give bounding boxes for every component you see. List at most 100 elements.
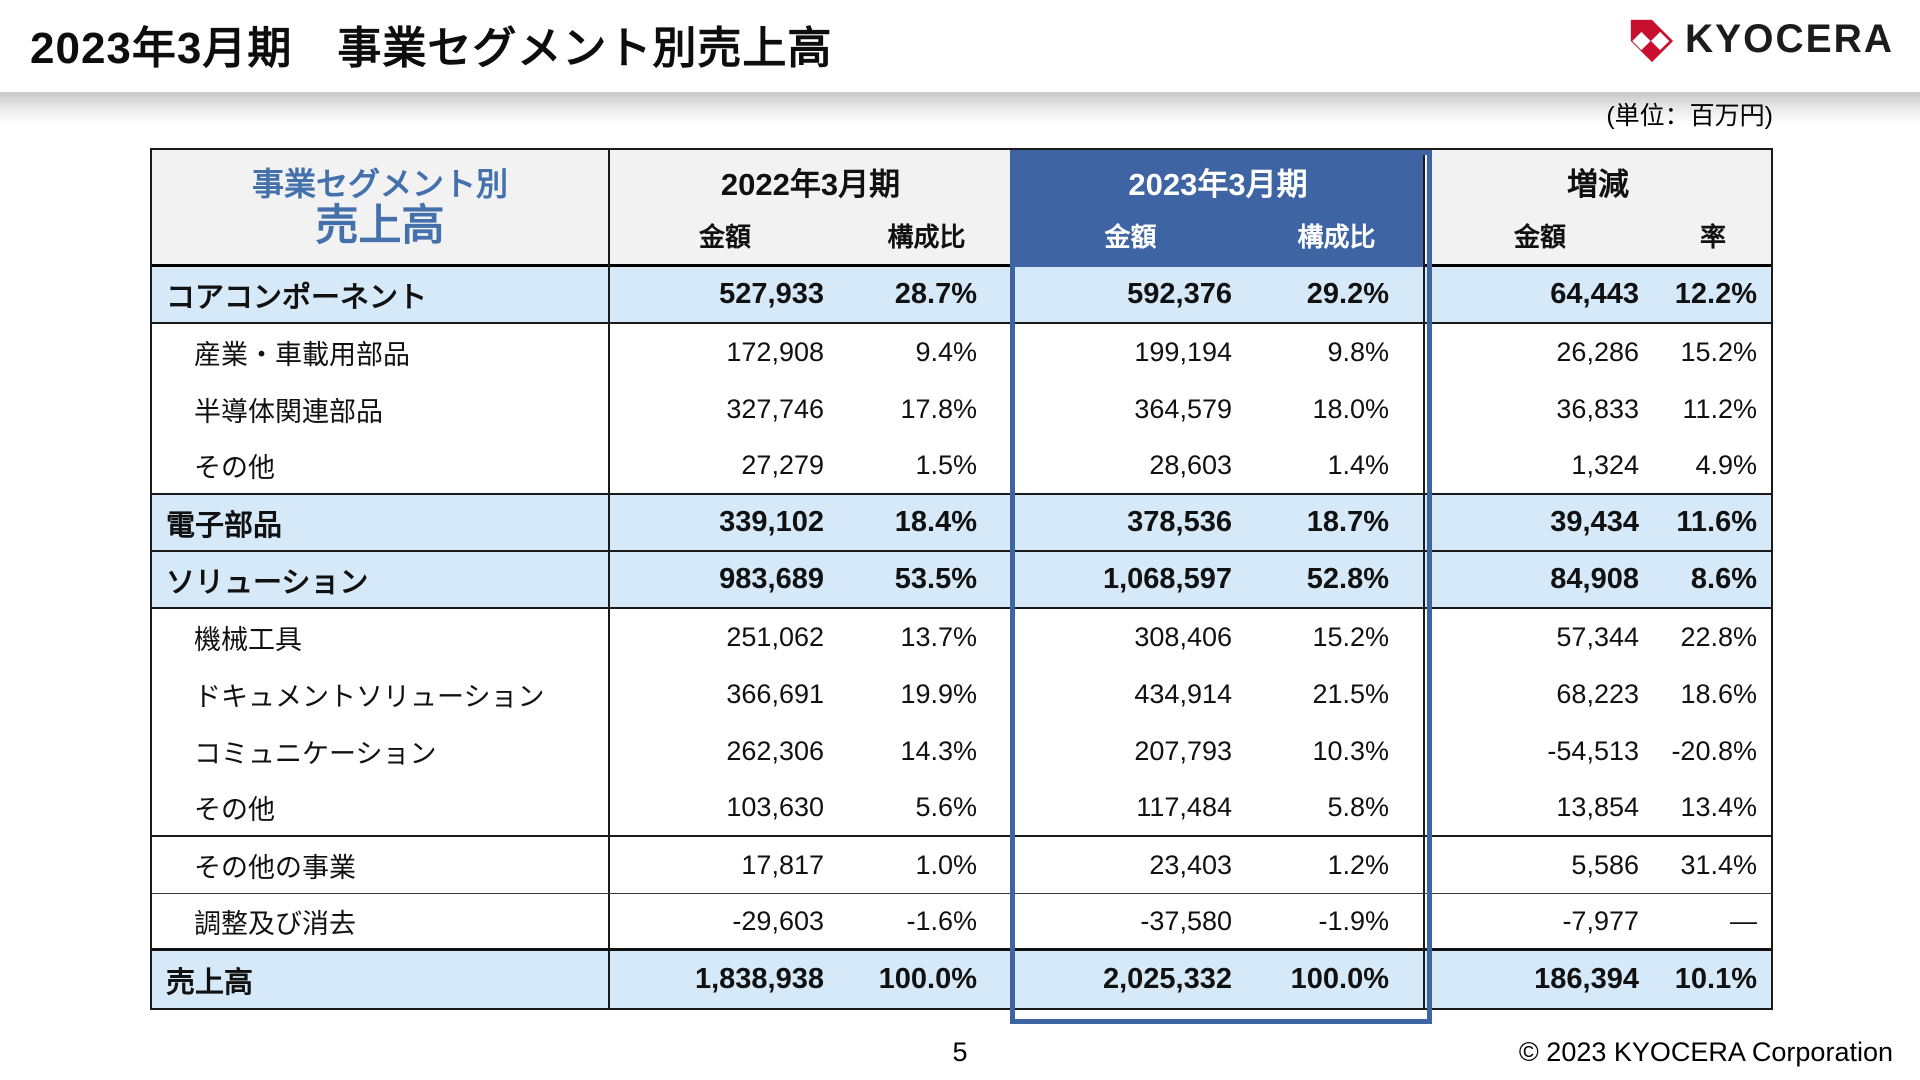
column-group-change: 増減 金額 率 xyxy=(1425,150,1771,267)
fy2022-group-label: 2022年3月期 xyxy=(720,166,901,202)
fy2023-amount-cell: 364,579 xyxy=(1134,394,1232,424)
fy2023-amount-cell: 2,025,332 xyxy=(1102,963,1232,995)
change-amount-cell: 5,586 xyxy=(1571,849,1639,880)
fy2023-ratio-cell: 1.2% xyxy=(1248,837,1425,893)
change-amount-cell: 1,324 xyxy=(1571,450,1639,480)
change-rate-cell: 22.8% xyxy=(1680,622,1757,652)
table-row: 機械工具 251,062 13.7% 308,406 15.2% 57,344 … xyxy=(152,609,1771,666)
fy2023-group-label: 2023年3月期 xyxy=(1128,166,1308,202)
fy2022-amount-cell: 366,691 xyxy=(726,679,824,709)
table-row: コミュニケーション 262,306 14.3% 207,793 10.3% -5… xyxy=(152,723,1771,780)
change-amount-cell: -54,513 xyxy=(1547,736,1639,766)
fy2023-ratio-cell: -1.9% xyxy=(1248,894,1425,948)
change-amount-cell: 84,908 xyxy=(1550,563,1639,595)
fy2023-ratio-cell: 100.0% xyxy=(1248,951,1425,1008)
fy2023-amount-cell: 23,403 xyxy=(1149,849,1232,880)
corner-header: 事業セグメント別 売上高 xyxy=(152,150,610,267)
change-amount-cell: 68,223 xyxy=(1556,679,1639,709)
fy2023-ratio-cell: 15.2% xyxy=(1248,609,1425,666)
table-header: 事業セグメント別 売上高 2022年3月期 金額 構成比 2023年3月期 金額… xyxy=(152,150,1771,267)
fy2022-ratio-cell: 28.7% xyxy=(840,267,1013,322)
fy2023-ratio-cell: 5.8% xyxy=(1248,780,1425,835)
fy2022-amount-cell: 1,838,938 xyxy=(694,963,824,995)
change-amount-cell: 13,854 xyxy=(1556,792,1639,822)
fy2022-amount-cell: 262,306 xyxy=(726,736,824,766)
change-amount-cell: 36,833 xyxy=(1556,394,1639,424)
kyocera-mark-icon xyxy=(1630,19,1674,63)
row-label: 産業・車載用部品 xyxy=(152,324,610,381)
fy2022-amount-cell: 339,102 xyxy=(719,506,824,538)
change-amount-cell: 64,443 xyxy=(1550,278,1639,310)
change-rate-cell: -20.8% xyxy=(1671,736,1757,766)
table-row: 産業・車載用部品 172,908 9.4% 199,194 9.8% 26,28… xyxy=(152,324,1771,381)
fy2022-ratio-cell: -1.6% xyxy=(840,894,1013,948)
fy2022-ratio-cell: 1.0% xyxy=(840,837,1013,893)
change-amount-cell: -7,977 xyxy=(1562,905,1639,936)
column-group-fy2023: 2023年3月期 金額 構成比 xyxy=(1013,150,1425,267)
fy2022-amount-cell: 327,746 xyxy=(726,394,824,424)
change-rate-cell: 18.6% xyxy=(1680,679,1757,709)
change-rate-cell: 31.4% xyxy=(1680,849,1757,880)
fy2023-amount-cell: 207,793 xyxy=(1134,736,1232,766)
change-amount-header: 金額 xyxy=(1513,222,1566,252)
row-label: コアコンポーネント xyxy=(152,267,610,322)
change-amount-cell: 57,344 xyxy=(1556,622,1639,652)
change-rate-cell: 11.6% xyxy=(1676,506,1757,538)
kyocera-wordmark: KYOCERA xyxy=(1684,17,1894,62)
table-row: コアコンポーネント 527,933 28.7% 592,376 29.2% 64… xyxy=(152,267,1771,324)
fy2023-amount-cell: 199,194 xyxy=(1134,337,1232,367)
row-label: その他 xyxy=(152,780,610,835)
fy2022-ratio-cell: 14.3% xyxy=(840,723,1013,780)
fy2023-amount-cell: 308,406 xyxy=(1134,622,1232,652)
fy2022-amount-cell: -29,603 xyxy=(732,905,824,936)
kyocera-logo: KYOCERA xyxy=(1627,16,1894,64)
fy2023-ratio-header: 構成比 xyxy=(1297,222,1376,252)
fy2022-amount-header: 金額 xyxy=(698,222,751,252)
change-amount-cell: 39,434 xyxy=(1550,506,1639,538)
fy2023-amount-cell: 592,376 xyxy=(1127,278,1232,310)
fy2023-ratio-cell: 10.3% xyxy=(1248,723,1425,780)
table-row: 売上高 1,838,938 100.0% 2,025,332 100.0% 18… xyxy=(152,951,1771,1008)
table-row: 調整及び消去 -29,603 -1.6% -37,580 -1.9% -7,97… xyxy=(152,894,1771,951)
fy2022-ratio-cell: 5.6% xyxy=(840,780,1013,835)
row-label: その他 xyxy=(152,438,610,493)
fy2022-ratio-cell: 100.0% xyxy=(840,951,1013,1008)
corner-header-line1: 事業セグメント別 xyxy=(251,166,508,203)
row-label: ドキュメントソリューション xyxy=(152,666,610,723)
row-label: その他の事業 xyxy=(152,837,610,893)
row-label: 調整及び消去 xyxy=(152,894,610,948)
fy2022-ratio-header: 構成比 xyxy=(887,222,966,252)
fy2023-ratio-cell: 29.2% xyxy=(1248,267,1425,322)
copyright: © 2023 KYOCERA Corporation xyxy=(1518,1037,1893,1067)
fy2022-ratio-cell: 17.8% xyxy=(840,381,1013,438)
table-row: ドキュメントソリューション 366,691 19.9% 434,914 21.5… xyxy=(152,666,1771,723)
table-row: ソリューション 983,689 53.5% 1,068,597 52.8% 84… xyxy=(152,552,1771,609)
fy2022-ratio-cell: 9.4% xyxy=(840,324,1013,381)
row-label: 機械工具 xyxy=(152,609,610,666)
fy2023-ratio-cell: 1.4% xyxy=(1248,438,1425,493)
fy2022-amount-cell: 17,817 xyxy=(741,849,824,880)
table-row: 半導体関連部品 327,746 17.8% 364,579 18.0% 36,8… xyxy=(152,381,1771,438)
fy2022-ratio-cell: 19.9% xyxy=(840,666,1013,723)
fy2022-amount-cell: 251,062 xyxy=(726,622,824,652)
change-rate-cell: 11.2% xyxy=(1682,394,1757,424)
page-number: 5 xyxy=(952,1037,968,1067)
fy2023-amount-cell: 378,536 xyxy=(1127,506,1232,538)
change-rate-cell: 15.2% xyxy=(1680,337,1757,367)
fy2022-ratio-cell: 18.4% xyxy=(840,495,1013,550)
title-underline-bar xyxy=(0,92,1920,124)
row-label: ソリューション xyxy=(152,552,610,607)
fy2022-amount-cell: 103,630 xyxy=(726,792,824,822)
table-row: その他 27,279 1.5% 28,603 1.4% 1,324 4.9% xyxy=(152,438,1771,495)
fy2023-ratio-cell: 18.0% xyxy=(1248,381,1425,438)
fy2023-ratio-cell: 52.8% xyxy=(1248,552,1425,607)
fy2023-amount-cell: 117,484 xyxy=(1136,792,1232,822)
table-row: その他 103,630 5.6% 117,484 5.8% 13,854 13.… xyxy=(152,780,1771,837)
change-rate-cell: 12.2% xyxy=(1674,278,1757,310)
change-amount-cell: 186,394 xyxy=(1534,963,1639,995)
change-rate-header: 率 xyxy=(1699,222,1726,252)
change-amount-cell: 26,286 xyxy=(1556,337,1639,367)
fy2022-ratio-cell: 13.7% xyxy=(840,609,1013,666)
change-rate-cell: 8.6% xyxy=(1690,563,1757,595)
